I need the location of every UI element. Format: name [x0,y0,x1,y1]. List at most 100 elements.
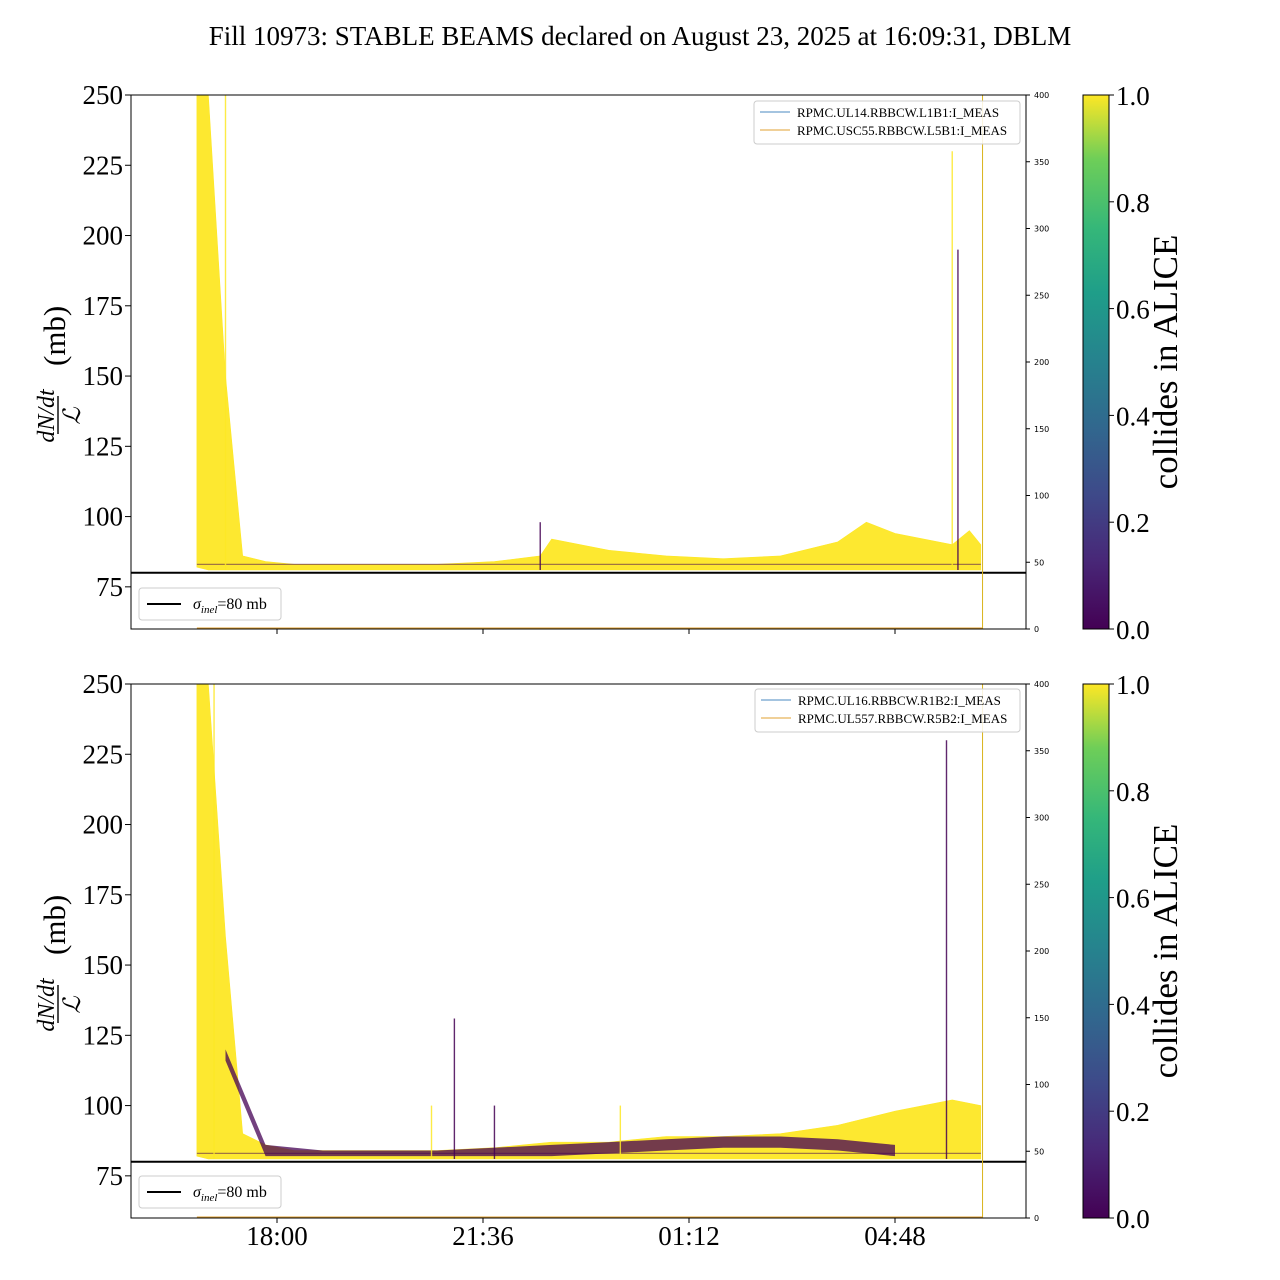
bottom-ylabel-unit: (mb) [37,895,72,955]
colorbar-tick-label: 0.0 [1116,615,1150,645]
y2-tick-label: 150 [1034,425,1049,434]
top-colorbar-label: collides in ALICE [1146,235,1185,490]
y2-tick-label: 300 [1034,225,1049,234]
colorbar-tick-label: 0.6 [1116,295,1150,325]
y2-tick-label: 350 [1034,158,1049,167]
y-tick-label: 175 [83,880,124,910]
y-tick-label: 175 [83,291,124,321]
bottom-ylabel-numerator: dN/dt [34,977,60,1032]
y2-tick-label: 50 [1034,558,1044,567]
colorbar-tick-label: 0.2 [1116,508,1150,538]
y2-tick-label: 0 [1034,1214,1039,1223]
y2-tick-label: 250 [1034,291,1049,300]
colorbar-tick-label: 0.8 [1116,188,1150,218]
bottom-colorbar-label: collides in ALICE [1146,824,1185,1079]
y-tick-label: 75 [96,572,123,602]
y-tick-label: 125 [83,431,124,461]
top-sigma-symbol: σ [193,596,202,613]
bottom-secondary-y-axis: 0 50 100 150 200 250 300 350 400 [1026,680,1049,1223]
bottom-series-legend-frame [754,688,1021,733]
bottom-legend-label-2: RPMC.UL557.RBBCW.R5B2:I_MEAS [798,711,1007,726]
colorbar-tick-label: 0.0 [1116,1204,1150,1234]
y2-tick-label: 400 [1034,680,1049,689]
top-y-axis: 75 100 125 150 175 200 225 250 [83,80,131,602]
top-secondary-y-axis: 0 50 100 150 200 250 300 350 400 [1026,91,1049,634]
colorbar-tick-label: 0.8 [1116,777,1150,807]
y-tick-label: 75 [96,1161,123,1191]
low-band [225,1049,895,1157]
top-colorbar-gradient [1082,94,1110,630]
high-envelope [196,684,982,1160]
bottom-sigma-legend-text: σinel=80 mb [193,1184,267,1204]
bottom-legend-label-1: RPMC.UL16.RBBCW.R1B2:I_MEAS [798,693,1001,708]
y-tick-label: 200 [83,810,124,840]
x-tick-label: 01:12 [658,1221,720,1251]
chart-title: Fill 10973: STABLE BEAMS declared on Aug… [209,21,1072,51]
top-colorbar: 0.0 0.2 0.4 0.6 0.8 1.0 collides in ALICE [1082,81,1185,645]
y-tick-label: 225 [83,150,124,180]
y-tick-label: 100 [83,502,124,532]
y-tick-label: 250 [83,669,124,699]
top-ylabel-denominator: ℒ [60,407,86,425]
x-tick-label: 21:36 [452,1221,514,1251]
bottom-panel: 75 100 125 150 175 200 225 250 0 50 100 150 200 250 3… [34,669,1049,1251]
x-tick-label: 04:48 [864,1221,926,1251]
x-tick-label: 18:00 [246,1221,308,1251]
bottom-sigma-subscript: inel [201,1192,218,1204]
top-sigma-subscript: inel [201,604,218,616]
colorbar-tick-label: 0.2 [1116,1097,1150,1127]
colorbar-tick-label: 0.4 [1116,401,1150,431]
bottom-sigma-legend: σinel=80 mb [138,1175,282,1209]
bottom-y-axis-label: dN/dt ℒ (mb) [34,895,86,1032]
y2-tick-label: 0 [1034,625,1039,634]
top-sigma-value: =80 mb [217,596,266,613]
colorbar-tick-label: 0.6 [1116,884,1150,914]
bottom-colorbar: 0.0 0.2 0.4 0.6 0.8 1.0 collides in ALICE [1082,670,1185,1234]
high-envelope [196,95,982,571]
top-legend-label-1: RPMC.UL14.RBBCW.L1B1:I_MEAS [797,105,999,120]
y-tick-label: 100 [83,1091,124,1121]
y-tick-label: 150 [83,361,124,391]
top-sigma-legend-text: σinel=80 mb [193,596,267,616]
y-tick-label: 250 [83,80,124,110]
bottom-x-axis: 18:00 21:36 01:12 04:48 [246,1218,926,1251]
colorbar-tick-label: 1.0 [1116,670,1150,700]
y2-tick-label: 300 [1034,814,1049,823]
y2-tick-label: 200 [1034,358,1049,367]
colorbar-tick-label: 1.0 [1116,81,1150,111]
bottom-y-axis: 75 100 125 150 175 200 225 250 [83,669,131,1191]
bottom-series-legend: RPMC.UL16.RBBCW.R1B2:I_MEAS RPMC.UL557.R… [754,688,1021,733]
bottom-sigma-value: =80 mb [217,1184,266,1201]
top-y-axis-label: dN/dt ℒ (mb) [34,306,86,443]
top-x-axis [276,629,896,634]
top-series-legend: RPMC.UL14.RBBCW.L1B1:I_MEAS RPMC.USC55.R… [753,100,1021,145]
y2-tick-label: 400 [1034,91,1049,100]
bottom-colorbar-gradient [1082,683,1110,1219]
bottom-sigma-symbol: σ [193,1184,202,1201]
top-legend-label-2: RPMC.USC55.RBBCW.L5B1:I_MEAS [797,123,1007,138]
top-panel: 75 100 125 150 175 200 225 250 0 50 100 150 200 250 3… [34,80,1049,634]
colorbar-tick-label: 0.4 [1116,990,1150,1020]
bottom-data-layer [131,684,1026,1218]
y2-tick-label: 200 [1034,947,1049,956]
bottom-colorbar-ticks: 0.0 0.2 0.4 0.6 0.8 1.0 [1109,670,1150,1234]
y-tick-label: 225 [83,739,124,769]
top-series-legend-frame [753,100,1021,145]
y-tick-label: 125 [83,1020,124,1050]
top-ylabel-unit: (mb) [37,306,72,366]
y-tick-label: 200 [83,221,124,251]
y2-tick-label: 250 [1034,880,1049,889]
top-ylabel-numerator: dN/dt [34,388,60,443]
bottom-ylabel-denominator: ℒ [60,996,86,1014]
y-tick-label: 150 [83,950,124,980]
top-sigma-legend-frame [138,587,282,621]
y2-tick-label: 350 [1034,747,1049,756]
y2-tick-label: 100 [1034,492,1049,501]
y2-tick-label: 100 [1034,1081,1049,1090]
y2-tick-label: 50 [1034,1147,1044,1156]
bottom-sigma-legend-frame [138,1175,282,1209]
top-sigma-legend: σinel=80 mb [138,587,282,621]
top-data-layer [131,95,1026,629]
top-colorbar-ticks: 0.0 0.2 0.4 0.6 0.8 1.0 [1109,81,1150,645]
